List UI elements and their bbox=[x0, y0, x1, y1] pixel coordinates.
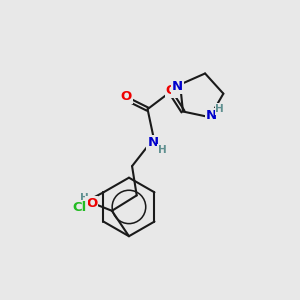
Text: H: H bbox=[158, 145, 167, 155]
Text: N: N bbox=[147, 136, 159, 149]
Text: O: O bbox=[120, 90, 131, 103]
Text: H: H bbox=[80, 194, 88, 203]
Text: O: O bbox=[166, 84, 177, 97]
Text: H: H bbox=[215, 104, 224, 114]
Text: O: O bbox=[86, 197, 98, 210]
Text: N: N bbox=[172, 80, 183, 92]
Text: Cl: Cl bbox=[72, 201, 86, 214]
Text: N: N bbox=[206, 109, 217, 122]
